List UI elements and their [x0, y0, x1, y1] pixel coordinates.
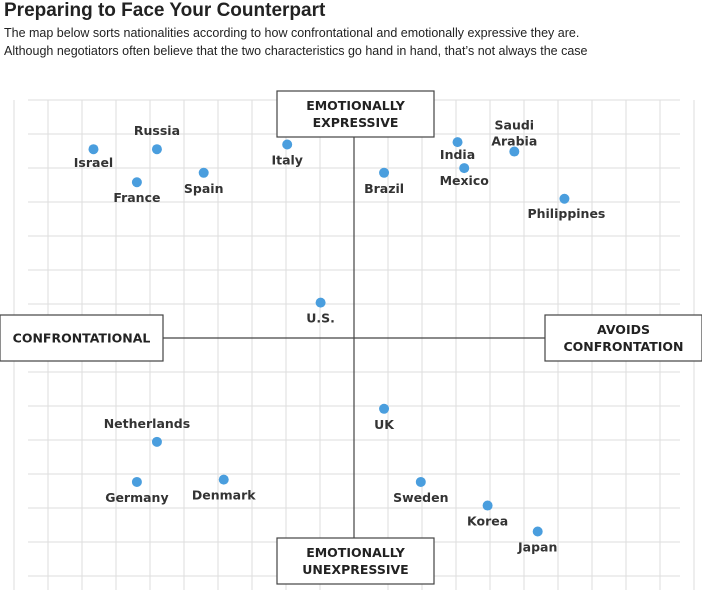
point-philippines [559, 193, 570, 204]
point-label: Philippines [527, 206, 605, 221]
top-axis-label-text: EMOTIONALLY [306, 98, 406, 113]
subtitle-line-2: Although negotiators often believe that … [4, 44, 588, 58]
point-label: Korea [467, 514, 508, 529]
right-axis-label [544, 314, 702, 362]
point-label: Sweden [393, 490, 448, 505]
point-spain [198, 167, 209, 178]
point-label: Israel [74, 155, 113, 170]
point-label: Saudi [495, 118, 535, 133]
point-u-s- [315, 297, 326, 308]
right-axis-label-text: CONFRONTATION [563, 339, 683, 354]
point-saudi-arabia [509, 146, 520, 157]
point-italy [282, 139, 293, 150]
point-label: Italy [271, 152, 303, 167]
point-uk [379, 403, 390, 414]
left-axis-label-text: CONFRONTATIONAL [13, 331, 151, 346]
point-label: Spain [184, 181, 224, 196]
point-france [131, 177, 142, 188]
point-label: Brazil [364, 181, 404, 196]
point-netherlands [151, 436, 162, 447]
point-brazil [379, 167, 390, 178]
page-title: Preparing to Face Your Counterpart [4, 0, 326, 21]
point-label: Japan [517, 540, 557, 555]
point-label: Mexico [440, 173, 490, 188]
point-russia [151, 144, 162, 155]
axis-label-boxes: EMOTIONALLY EXPRESSIVE EMOTIONALLY UNEXPRES… [0, 90, 702, 585]
point-india [452, 137, 463, 148]
point-label: UK [374, 417, 395, 432]
point-germany [131, 476, 142, 487]
point-japan [532, 526, 543, 537]
point-denmark [218, 474, 229, 485]
point-label: Arabia [491, 134, 537, 149]
bottom-axis-label [276, 537, 435, 585]
data-points: Israel Russia France Spain Italy U.S. Brazil In… [74, 118, 606, 555]
right-axis-label-text: AVOIDS [597, 322, 650, 337]
point-label: Russia [134, 123, 180, 138]
point-label: Denmark [192, 488, 256, 503]
bottom-axis-label-text: UNEXPRESSIVE [302, 562, 408, 577]
top-axis-label-text: EXPRESSIVE [313, 115, 399, 130]
point-mexico [459, 163, 470, 174]
top-axis-label [276, 90, 435, 138]
point-korea [482, 500, 493, 511]
point-label: France [113, 190, 160, 205]
left-axis-label [0, 314, 164, 362]
subtitle-line-1: The map below sorts nationalities accord… [4, 26, 580, 40]
point-label: India [440, 147, 475, 162]
point-sweden [415, 476, 426, 487]
point-israel [88, 144, 99, 155]
bottom-axis-label-text: EMOTIONALLY [306, 545, 406, 560]
point-label: U.S. [306, 311, 335, 326]
point-label: Germany [105, 490, 168, 505]
point-label: Netherlands [104, 416, 190, 431]
